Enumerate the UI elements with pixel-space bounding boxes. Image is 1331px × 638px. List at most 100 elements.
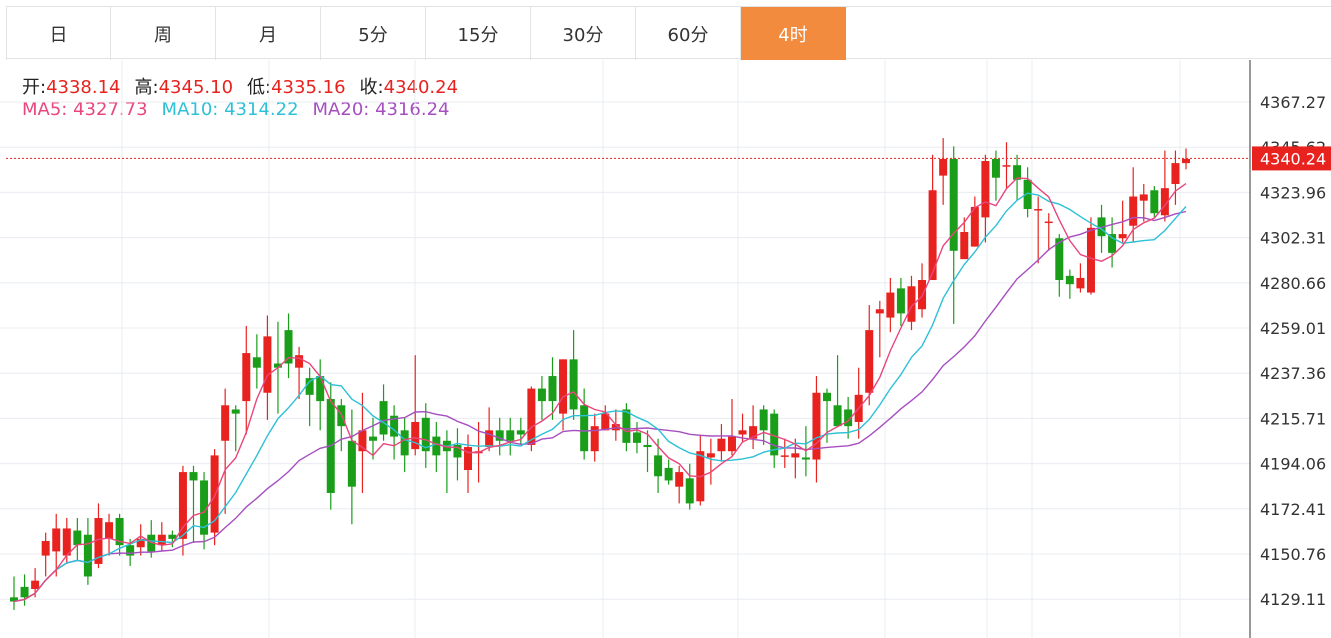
tab-60min[interactable]: 60分 [636, 7, 741, 60]
candle-body [812, 392, 821, 460]
candle-body [136, 538, 145, 548]
candle-body [928, 190, 937, 281]
candle-body [432, 436, 441, 456]
candle-body [178, 472, 187, 539]
candle-body [749, 426, 758, 439]
y-tick-label: 4259.01 [1260, 319, 1326, 338]
candle-body [706, 453, 715, 458]
low-label: 低: [247, 77, 272, 98]
candle-body [83, 534, 92, 577]
y-tick-label: 4367.27 [1260, 93, 1326, 112]
candle-body [559, 359, 568, 414]
ma5-value: 4327.73 [73, 99, 148, 120]
candle-body [305, 378, 314, 395]
ohlc-readout: 开:4338.14 高:4345.10 低:4335.16 收:4340.24 [22, 73, 458, 99]
candle-body [242, 353, 251, 402]
y-tick-label: 4129.11 [1260, 590, 1326, 609]
candle-body [970, 206, 979, 247]
y-tick-label: 4107.46 [1260, 635, 1326, 638]
tab-30min[interactable]: 30分 [531, 7, 636, 60]
candle-body [10, 597, 18, 602]
candle-body [886, 292, 895, 318]
tab-5min[interactable]: 5分 [321, 7, 426, 60]
open-value: 4338.14 [46, 77, 121, 98]
candle-body [221, 405, 230, 441]
candle-body [464, 447, 473, 470]
candle-body [770, 413, 779, 456]
candle-body [421, 417, 430, 452]
candle-body [390, 415, 399, 437]
candle-body [738, 430, 747, 435]
candle-body [52, 528, 61, 552]
candle-body [189, 472, 198, 481]
candle-body [939, 158, 948, 176]
candle-body [960, 231, 969, 260]
ma-readout: MA5: 4327.73 MA10: 4314.22 MA20: 4316.24 [22, 99, 450, 120]
candle-body [1160, 188, 1169, 216]
candle-body [991, 158, 1000, 178]
ma10-line [13, 192, 1187, 603]
tab-day[interactable]: 日 [6, 7, 111, 60]
candle-body [865, 330, 874, 393]
y-tick-label: 4237.36 [1260, 364, 1326, 383]
candle-body [1171, 163, 1180, 184]
candle-body [1055, 238, 1064, 281]
candle-body [168, 534, 177, 539]
candle-body [780, 455, 789, 457]
candle-body [717, 438, 726, 452]
ma5-label: MA5: [22, 99, 68, 120]
current-price-badge [1252, 146, 1331, 171]
candle-body [295, 355, 304, 368]
candle-body [105, 522, 114, 539]
candle-body [495, 430, 504, 441]
close-label: 收: [359, 77, 384, 98]
candle-body [347, 440, 356, 487]
low-value: 4335.16 [271, 77, 346, 98]
y-tick-label: 4323.96 [1260, 183, 1326, 202]
high-value: 4345.10 [158, 77, 234, 98]
candle-body [1076, 277, 1085, 289]
candle-body [20, 586, 29, 598]
candle-body [675, 472, 684, 487]
ma5-line [13, 177, 1187, 603]
candle-body [527, 388, 536, 445]
y-tick-label: 4215.71 [1260, 409, 1326, 428]
candle-body [1034, 209, 1043, 211]
candle-body [506, 430, 515, 441]
candle-body [685, 478, 694, 504]
candle-body [1150, 190, 1159, 214]
candle-body [115, 518, 124, 546]
candle-body [157, 534, 166, 546]
candle-body [126, 545, 135, 556]
candle-body [73, 530, 82, 546]
candle-body [727, 436, 736, 452]
tab-15min[interactable]: 15分 [426, 7, 531, 60]
tab-4hour[interactable]: 4时 [741, 7, 846, 60]
candle-body [601, 413, 610, 431]
candle-body [1044, 221, 1053, 224]
candle-body [548, 376, 557, 402]
candle-body [1065, 275, 1074, 285]
candle-body [1118, 234, 1127, 239]
candle-body [231, 409, 240, 414]
candle-body [1182, 158, 1190, 164]
candle-body [1129, 196, 1138, 226]
candle-body [801, 457, 810, 460]
candle-body [833, 405, 842, 427]
candle-body [896, 288, 905, 314]
candle-body [580, 405, 589, 452]
candlestick-chart[interactable]: 4367.274345.624323.964302.314280.664259.… [0, 60, 1331, 638]
candle-body [453, 444, 462, 458]
tab-month[interactable]: 月 [216, 7, 321, 60]
candle-body [252, 357, 261, 368]
candle-body [41, 540, 50, 556]
candle-body [537, 388, 546, 402]
candle-body [791, 453, 800, 458]
close-value: 4340.24 [383, 77, 459, 98]
tab-week[interactable]: 周 [111, 7, 216, 60]
period-tabs: 日 周 月 5分 15分 30分 60分 4时 [6, 6, 1331, 60]
candle-body [516, 430, 525, 435]
candle-body [654, 455, 663, 477]
candle-body [823, 392, 832, 402]
candle-body [907, 286, 916, 322]
